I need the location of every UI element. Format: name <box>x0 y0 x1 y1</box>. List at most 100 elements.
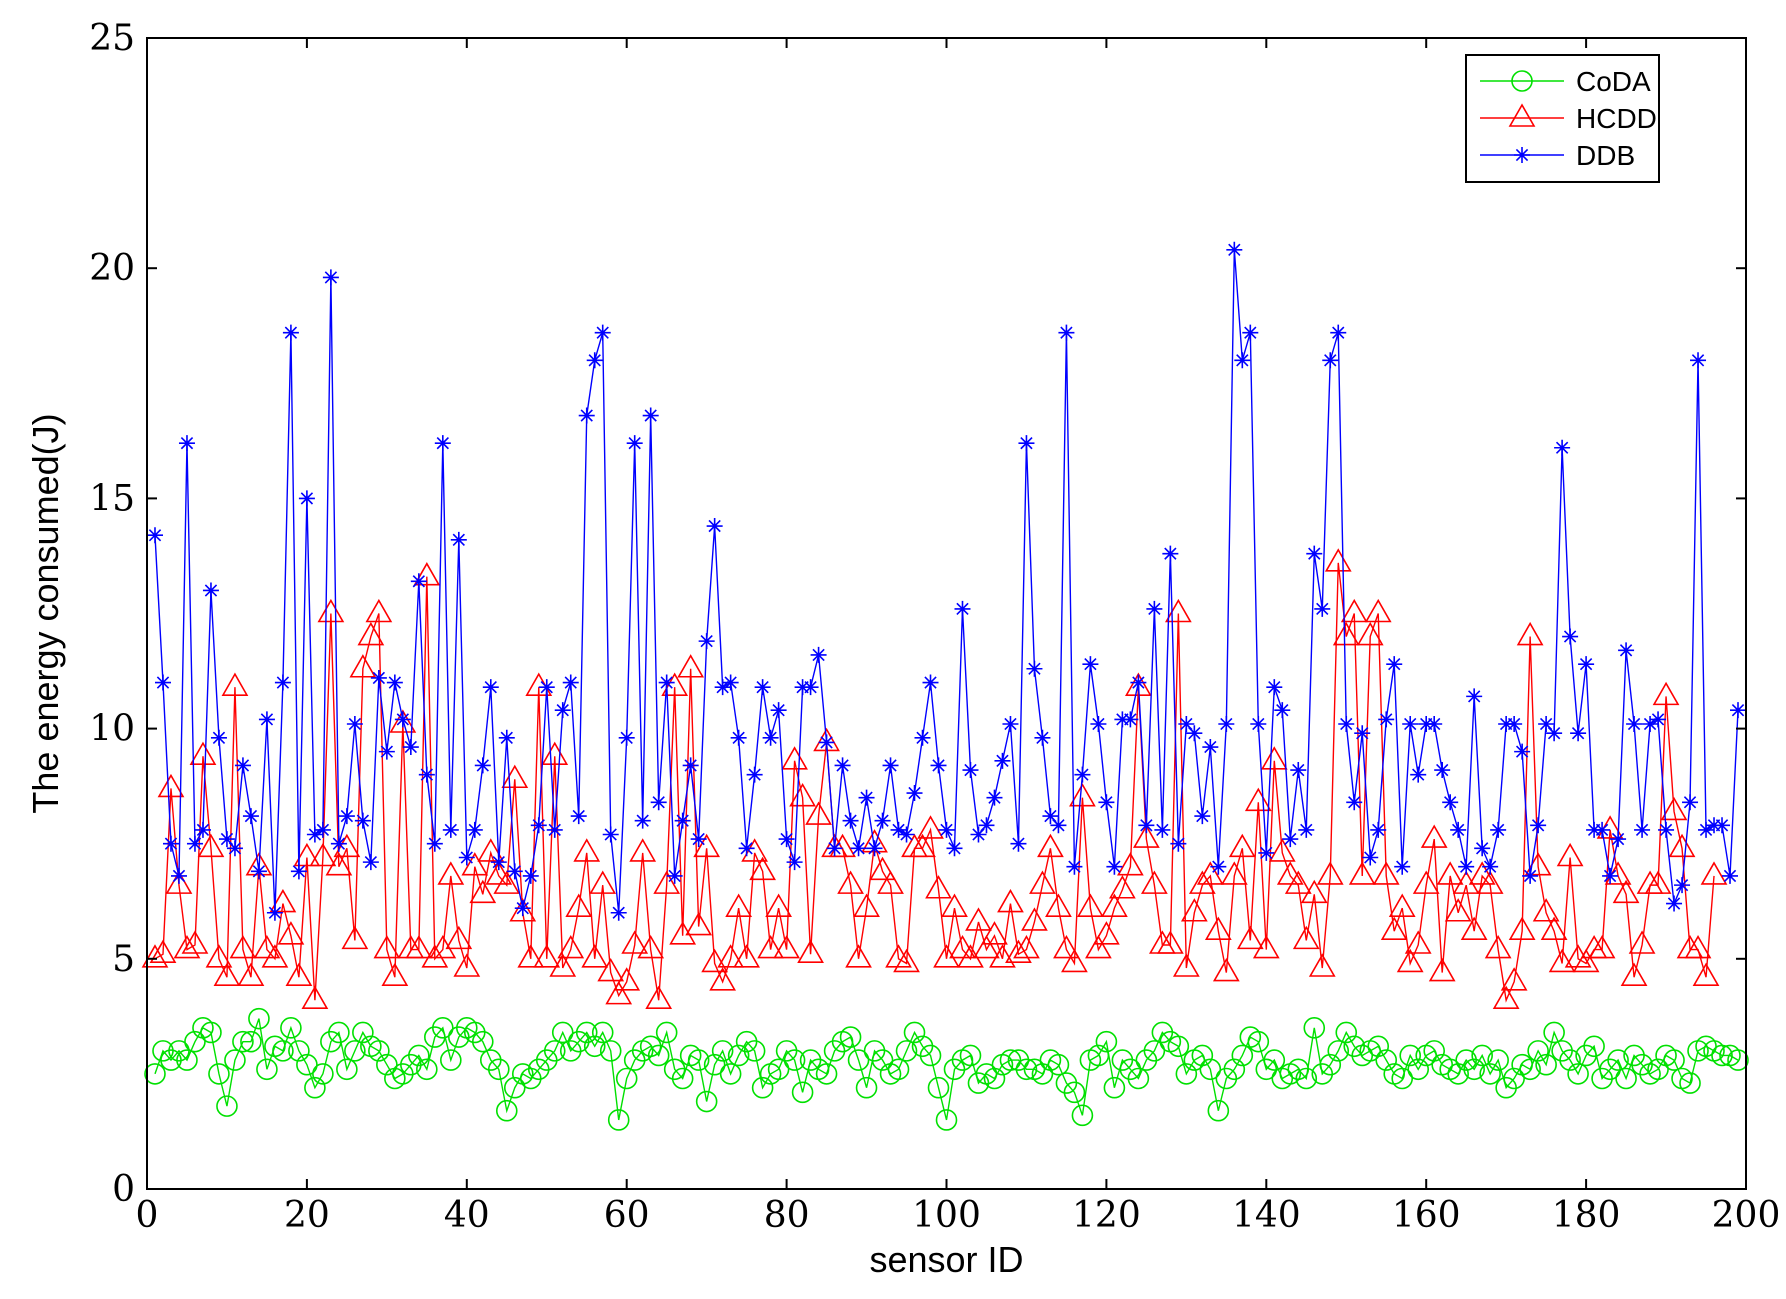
data-point-ddb <box>354 812 371 829</box>
data-point-ddb <box>746 766 763 783</box>
data-point-ddb <box>530 817 547 834</box>
legend-marker-symbol <box>1508 103 1536 127</box>
data-point-ddb <box>1234 352 1251 369</box>
data-point-coda <box>935 1109 958 1131</box>
data-point-coda <box>847 1049 870 1071</box>
data-point-ddb <box>1314 600 1331 617</box>
data-point-hcdd <box>277 921 305 945</box>
y-tick-label: 15 <box>89 478 135 519</box>
data-point-hcdd <box>317 598 345 623</box>
data-point-coda <box>487 1058 510 1081</box>
data-point-ddb <box>1618 642 1635 659</box>
data-point-coda <box>1463 1058 1485 1081</box>
legend-label-ddb: DDB <box>1576 140 1635 171</box>
data-point-coda <box>1607 1049 1629 1071</box>
data-point-hcdd <box>781 746 808 770</box>
data-point-hcdd <box>341 925 369 950</box>
data-point-ddb <box>610 904 627 921</box>
data-point-hcdd <box>1492 985 1520 1010</box>
data-point-hcdd <box>469 879 497 904</box>
data-point-hcdd <box>1372 861 1400 885</box>
data-point-hcdd <box>893 948 920 973</box>
data-point-ddb <box>594 324 611 341</box>
data-point-ddb <box>1490 821 1507 838</box>
series-line-hcdd <box>154 562 1715 1003</box>
data-point-ddb <box>914 729 931 746</box>
data-point-hcdd <box>413 562 441 586</box>
data-point-coda <box>1295 1067 1318 1090</box>
data-point-ddb <box>1602 867 1619 884</box>
data-point-hcdd <box>1276 861 1304 885</box>
data-point-ddb <box>1650 711 1667 728</box>
series-hcdd <box>141 548 1728 1010</box>
data-point-hcdd <box>445 925 473 950</box>
data-point-coda <box>288 1040 310 1062</box>
data-point-ddb <box>882 757 899 774</box>
data-point-hcdd <box>805 801 832 825</box>
data-point-ddb <box>802 679 819 696</box>
data-point-hcdd <box>717 944 745 968</box>
data-point-coda <box>352 1021 374 1044</box>
data-point-ddb <box>1322 352 1339 369</box>
data-point-coda <box>727 1044 750 1067</box>
data-point-hcdd <box>509 898 537 922</box>
data-point-coda <box>1527 1040 1549 1062</box>
data-point-ddb <box>1674 877 1691 894</box>
data-point-coda <box>1727 1049 1749 1071</box>
data-point-hcdd <box>421 944 449 968</box>
data-point-ddb <box>258 711 275 728</box>
data-point-coda <box>919 1044 942 1067</box>
data-point-ddb <box>898 826 915 843</box>
data-point-hcdd <box>301 985 329 1010</box>
data-point-coda <box>1199 1058 1222 1081</box>
data-point-ddb <box>986 789 1003 806</box>
data-point-coda <box>1679 1072 1701 1094</box>
x-tick-label: 120 <box>1072 1195 1141 1236</box>
data-point-hcdd <box>357 621 385 646</box>
data-point-ddb <box>1066 858 1083 875</box>
data-point-ddb <box>970 826 987 843</box>
data-point-ddb <box>1570 725 1587 742</box>
data-point-hcdd <box>1260 746 1288 770</box>
data-point-ddb <box>1730 702 1747 719</box>
data-point-hcdd <box>229 934 257 959</box>
data-point-hcdd <box>621 930 649 954</box>
data-point-hcdd <box>1564 944 1592 968</box>
x-tick-label: 20 <box>284 1195 330 1236</box>
data-point-ddb <box>586 352 603 369</box>
data-point-ddb <box>1434 762 1451 779</box>
data-point-hcdd <box>941 893 968 917</box>
data-point-coda <box>1423 1040 1445 1062</box>
data-point-hcdd <box>1308 953 1336 977</box>
data-point-hcdd <box>1620 962 1648 987</box>
data-point-hcdd <box>677 654 705 678</box>
data-point-coda <box>711 1040 734 1062</box>
data-point-ddb <box>394 711 411 728</box>
data-point-ddb <box>826 840 843 857</box>
data-point-ddb <box>562 674 579 691</box>
data-point-hcdd <box>789 783 816 807</box>
data-point-coda <box>1487 1049 1509 1071</box>
data-point-ddb <box>274 674 291 691</box>
data-point-ddb <box>634 812 651 829</box>
data-point-ddb <box>1338 715 1355 732</box>
data-point-coda <box>895 1040 918 1062</box>
data-point-hcdd <box>1436 861 1464 885</box>
data-point-hcdd <box>437 861 465 885</box>
legend-marker-symbol <box>1511 70 1533 92</box>
data-point-ddb <box>1530 817 1547 834</box>
data-point-ddb <box>1218 715 1235 732</box>
data-point-coda <box>983 1067 1006 1090</box>
data-point-coda <box>1103 1076 1126 1099</box>
data-point-hcdd <box>613 967 641 991</box>
data-point-hcdd <box>605 981 633 1005</box>
data-point-ddb <box>146 527 163 544</box>
data-point-coda <box>296 1053 318 1076</box>
data-point-ddb <box>1722 867 1739 884</box>
data-point-coda <box>1247 1030 1270 1053</box>
data-point-coda <box>336 1058 358 1081</box>
data-point-ddb <box>1122 711 1139 728</box>
data-point-hcdd <box>557 934 585 959</box>
data-point-hcdd <box>453 953 481 977</box>
legend-marker-coda <box>1511 70 1533 92</box>
